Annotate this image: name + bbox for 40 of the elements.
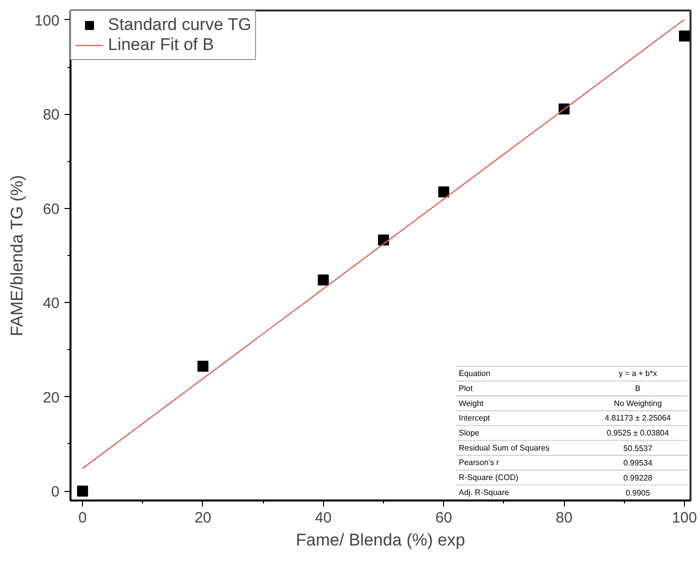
x-tick-label: 40 [314,510,332,526]
annotation: Intercept [458,414,491,423]
annotation: Pearson's r [458,458,500,468]
annotation: Residual Sum of Squares [458,443,550,452]
annotation: R-Square (COD) [458,473,519,482]
x-tick-label: 20 [194,510,212,526]
y-tick-label: 40 [42,295,60,312]
x-tick-label: 60 [435,510,452,526]
annotation: 50.5537 [623,444,653,453]
y-tick-label: 60 [42,200,60,218]
x-tick-label: 80 [556,510,572,526]
y-tick-label: 80 [42,106,60,124]
annotation: Slope [458,428,480,438]
x-tick-label: 0 [78,510,87,526]
annotation: Plot [458,384,474,393]
point [318,274,329,286]
annotation: Weight [458,398,484,408]
y-tick-label: 100 [34,12,60,30]
annotation: 0.9525 ± 0.03804 [606,428,670,438]
y-axis-title: FAME/blenda TG (%) [7,175,26,336]
point [438,186,450,198]
annotation: Equation [458,369,490,378]
annotation: y = a + b*x [618,369,657,378]
legend-label: Linear Fit of B [108,35,214,55]
x-axis-title: Fame/ Blenda (%) exp [296,530,466,550]
annotation: No Weighting [614,398,662,408]
annotation: 4.81173 ± 2.25064 [604,414,672,423]
annotation: 0.99228 [623,474,653,483]
annotation: Adj. R-Square [458,488,510,497]
point [378,234,390,246]
x-tick-label: 100 [672,510,697,526]
annotation: B [635,384,641,393]
y-tick-label: 20 [42,389,60,406]
point [197,360,208,372]
annotation: 0.99534 [623,458,653,468]
annotation: 0.9905 [626,488,651,498]
point [77,486,88,497]
point [678,30,690,42]
legend-label: Standard curve TG [108,15,252,35]
y-tick-label: 0 [51,484,60,501]
